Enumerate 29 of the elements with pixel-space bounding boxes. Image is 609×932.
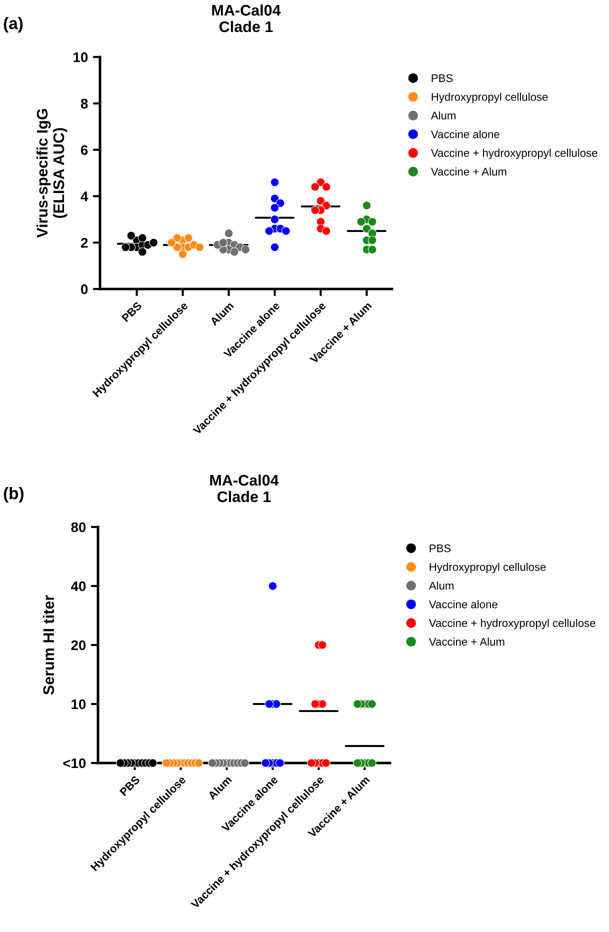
legend-label: Alum xyxy=(428,581,454,590)
y-tick-label: 20 xyxy=(71,640,86,650)
y-axis-title: Serum HI titer xyxy=(42,595,54,695)
y-tick-label: 2 xyxy=(80,238,88,248)
chart-title: MA-Cal04 Clade 1 xyxy=(212,4,281,32)
legend-label: PBS xyxy=(430,544,451,552)
chart-title: MA-Cal04 Clade 1 xyxy=(210,474,279,502)
legend-label: Vaccine alone xyxy=(430,130,500,138)
y-tick-label: 8 xyxy=(80,98,88,109)
legend-label: Alum xyxy=(430,111,456,120)
y-tick-label: 40 xyxy=(70,581,86,592)
legend-label: Hydroxypropyl cellulose xyxy=(430,562,546,574)
legend-label: Vaccine + Alum xyxy=(430,167,506,176)
legend-label: Hydroxypropyl cellulose xyxy=(432,92,548,104)
y-tick-label: 10 xyxy=(72,699,86,710)
y-tick-label: 4 xyxy=(80,192,88,202)
legend-label: Vaccine + hydroxypropyl cellulose xyxy=(430,148,598,160)
text: (a) xyxy=(4,17,23,33)
y-tick-label: 0 xyxy=(81,284,88,294)
y-tick-label: <10 xyxy=(63,758,86,768)
y-tick-label: 6 xyxy=(80,145,88,155)
legend-label: Vaccine + Alum xyxy=(428,638,504,646)
y-axis-title: Virus-specific IgG (ELISA AUC) xyxy=(36,109,68,238)
legend-label: Vaccine alone xyxy=(428,600,498,608)
legend-label: PBS xyxy=(432,74,453,82)
legend-label: Vaccine + hydroxypropyl cellulose xyxy=(428,618,596,630)
text: (b) xyxy=(4,487,24,503)
y-tick-label: 10 xyxy=(74,52,88,62)
y-tick-label: 80 xyxy=(71,522,86,532)
